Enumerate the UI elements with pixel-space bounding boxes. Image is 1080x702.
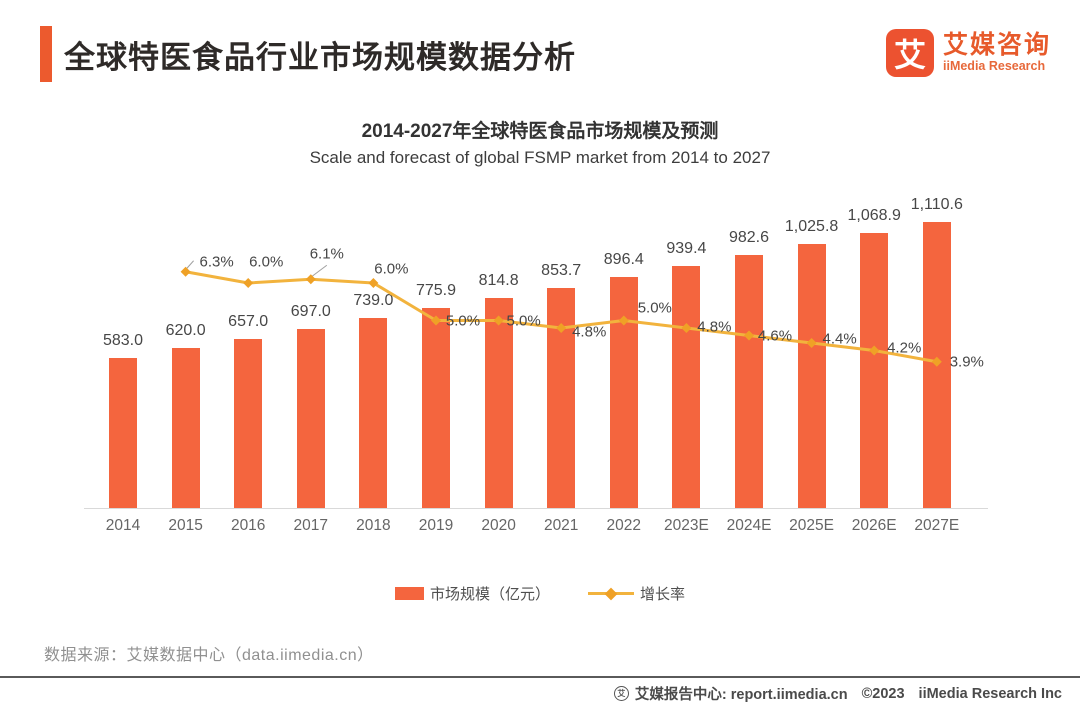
x-axis-tick-2025E: 2025E [789,517,835,534]
x-axis-tick-2022: 2022 [606,517,642,534]
growth-rate-label-2017: 6.1% [309,245,344,263]
line-swatch-icon [588,587,634,601]
footer-copyright: ©2023 [861,685,905,702]
logo-name-en: iiMedia Research [943,59,1046,73]
x-axis-tick-2021: 2021 [543,517,579,534]
legend-label: 增长率 [640,586,686,603]
bar-2023E [672,266,701,508]
iimedia-logo-text: 艾媒咨询 iiMedia Research [943,29,1051,77]
growth-rate-label-2022: 5.0% [637,299,672,316]
growth-rate-label-2023E: 4.8% [697,318,732,336]
bar-value-label-2024E: 982.6 [728,229,770,247]
chart-subtitle: Scale and forecast of global FSMP market… [309,148,771,167]
bar-2022 [609,277,638,508]
bar-value-label-2022: 896.4 [603,251,644,269]
bar-value-label-2021: 853.7 [541,262,582,280]
growth-rate-label-2021: 4.8% [572,323,607,341]
label-leader-line [185,260,194,271]
legend-item-growth-rate: 增长率 [588,583,685,604]
x-axis-tick-2023E: 2023E [663,517,709,534]
line-marker-2017 [305,274,316,285]
x-axis-tick-2024E: 2024E [726,517,772,534]
x-axis-tick-2016: 2016 [230,517,266,534]
bar-value-label-2016: 657.0 [228,312,269,330]
footer-company: iiMedia Research Inc [918,685,1062,702]
growth-rate-label-2024E: 4.6% [757,327,793,344]
bar-value-label-2025E: 1,025.8 [784,217,839,235]
chart-title: 2014-2027年全球特医食品市场规模及预测 [361,121,719,142]
x-axis-tick-2026E: 2026E [851,517,897,534]
bar-value-label-2019: 775.9 [415,282,457,300]
iimedia-logo: 艾 艾媒咨询 iiMedia Research [886,29,1051,77]
x-axis-tick-2019: 2019 [418,517,454,534]
bar-value-label-2027E: 1,110.6 [910,196,963,214]
growth-rate-label-2027E: 3.9% [949,353,984,371]
iimedia-logo-icon: 艾 [886,29,934,77]
growth-rate-label-2025E: 4.4% [822,330,857,348]
x-axis-line [84,508,988,509]
footer: 艾 艾媒报告中心: report.iimedia.cn ©2023 iiMedi… [613,683,1062,702]
bar-value-label-2014: 583.0 [102,331,144,349]
growth-rate-label-2019: 5.0% [445,312,481,329]
growth-rate-label-2015: 6.3% [199,253,234,271]
bar-2016 [234,338,263,508]
bar-2018 [359,317,388,508]
growth-rate-label-2018: 6.0% [374,260,409,278]
title-accent-bar [40,26,52,82]
legend-item-market-scale: 市场规模（亿元） [394,583,550,604]
bar-swatch-icon [394,587,424,600]
x-axis-tick-2018: 2018 [356,517,391,534]
bar-value-label-2023E: 939.4 [666,240,707,258]
label-leader-line [310,264,328,278]
legend-label: 市场规模（亿元） [429,586,550,603]
report-center-badge-icon: 艾 [613,686,629,701]
bar-2017 [296,328,325,508]
bar-2014 [109,357,137,508]
line-marker-2015 [180,266,191,277]
growth-rate-label-2020: 5.0% [506,312,541,329]
growth-rate-label-2026E: 4.2% [887,339,922,356]
bar-value-label-2018: 739.0 [353,291,394,309]
chart-legend: 市场规模（亿元） 增长率 [0,583,1080,604]
bar-2024E [735,255,763,508]
x-axis-tick-2020: 2020 [481,517,516,534]
bar-2021 [547,288,576,508]
bar-value-label-2020: 814.8 [478,272,519,290]
bar-2015 [171,348,200,508]
bar-value-label-2015: 620.0 [165,322,206,340]
bar-2019 [422,308,450,508]
data-source-note: 数据来源：艾媒数据中心（data.iimedia.cn） [44,647,374,664]
x-axis-tick-2017: 2017 [293,517,329,534]
bar-2020 [484,298,513,508]
logo-name-cn: 艾媒咨询 [943,31,1052,59]
page-title: 全球特医食品行业市场规模数据分析 [64,40,576,75]
bar-2026E [860,232,889,508]
bar-2025E [797,243,826,508]
footer-report-center: 艾媒报告中心: report.iimedia.cn [634,687,848,702]
line-marker-2018 [368,278,379,288]
footer-divider [0,676,1080,678]
bar-value-label-2026E: 1,068.9 [847,206,901,224]
growth-rate-label-2016: 6.0% [249,253,284,271]
x-axis-tick-2014: 2014 [105,517,141,534]
bar-2027E [922,222,951,508]
x-axis-tick-2015: 2015 [168,517,203,534]
x-axis-tick-2027E: 2027E [914,517,960,534]
line-marker-2016 [243,278,254,288]
bar-value-label-2017: 697.0 [290,302,331,320]
